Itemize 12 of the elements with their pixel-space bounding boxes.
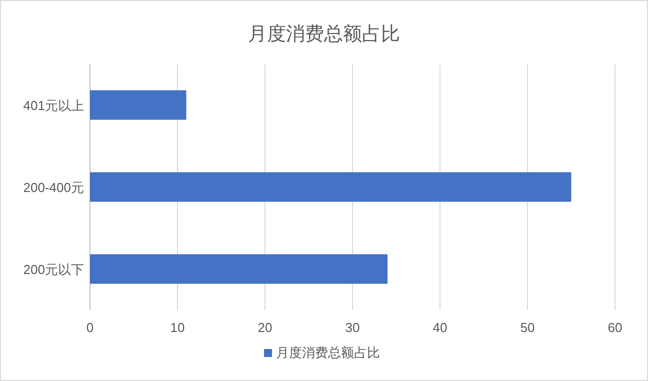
y-tick-label: 200-400元 [23,180,84,195]
x-tick-label: 0 [86,320,94,335]
y-tick-label: 401元以上 [23,98,84,113]
y-tick-label: 200元以下 [23,262,84,277]
legend-label: 月度消费总额占比 [276,345,380,360]
title: 月度消费总额占比 [248,24,400,45]
x-tick-label: 20 [258,320,272,335]
x-tick-label: 10 [170,320,185,335]
x-tick-label: 60 [608,320,622,335]
x-tick-label: 30 [345,320,360,335]
x-tick-label: 40 [432,320,448,335]
x-tick-label: 50 [520,320,535,335]
